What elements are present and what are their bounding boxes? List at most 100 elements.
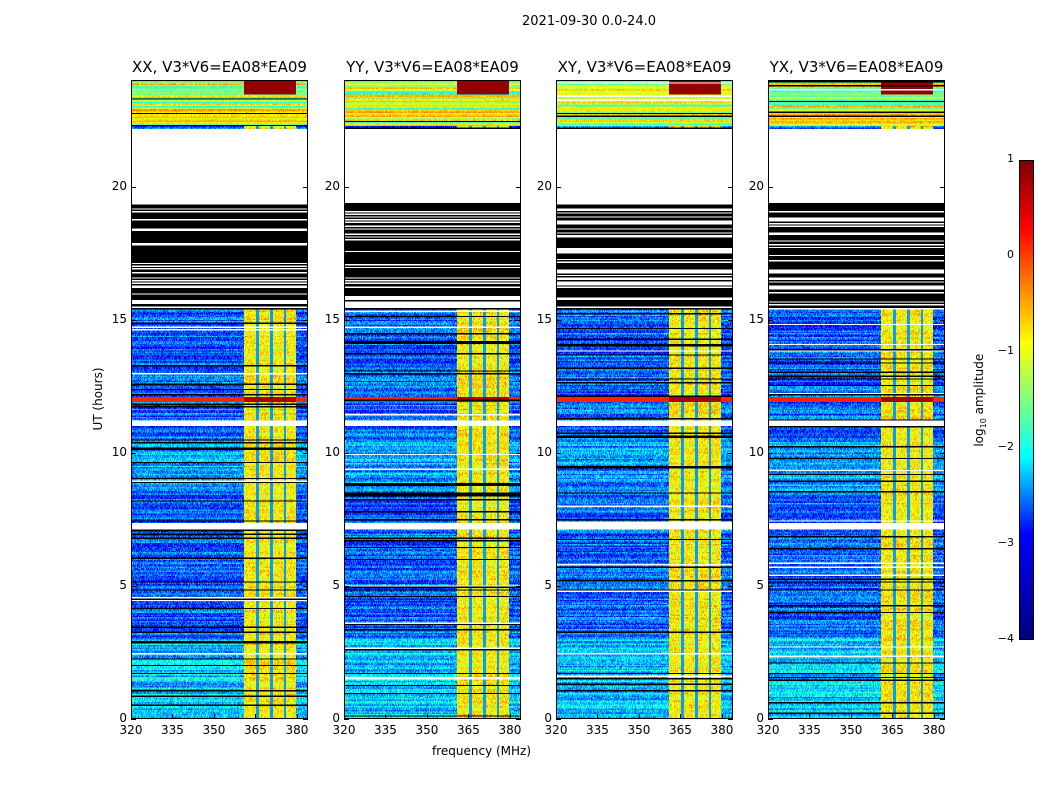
x-tick-label: 380 bbox=[498, 723, 522, 737]
y-tick-mark bbox=[344, 585, 349, 587]
x-tick-label: 365 bbox=[244, 723, 267, 737]
y-tick-mark bbox=[303, 585, 308, 587]
y-tick-label: 5 bbox=[756, 577, 764, 592]
y-tick-mark bbox=[940, 186, 945, 188]
y-tick-label: 0 bbox=[756, 711, 764, 725]
x-tick-mark bbox=[344, 714, 345, 719]
x-tick-label: 320 bbox=[756, 723, 780, 737]
y-tick-label: 15 bbox=[536, 311, 552, 326]
x-tick-label: 365 bbox=[881, 723, 904, 737]
x-tick-label: 335 bbox=[798, 723, 821, 737]
y-tick-mark bbox=[940, 585, 945, 587]
y-tick-label: 10 bbox=[536, 444, 552, 459]
x-tick-label: 365 bbox=[457, 723, 480, 737]
y-tick-mark bbox=[303, 319, 308, 321]
x-tick-mark bbox=[597, 714, 599, 719]
heatmap-canvas bbox=[557, 81, 732, 718]
x-tick-mark bbox=[768, 714, 769, 719]
y-tick-mark bbox=[344, 719, 349, 720]
y-tick-mark bbox=[768, 452, 773, 454]
y-tick-label: 15 bbox=[748, 311, 764, 326]
x-tick-mark bbox=[509, 714, 511, 719]
x-tick-mark bbox=[426, 714, 428, 719]
x-tick-label: 380 bbox=[922, 723, 946, 737]
y-tick-mark bbox=[516, 585, 521, 587]
colorbar-tick-label: −4 bbox=[997, 632, 1014, 645]
x-tick-mark bbox=[933, 714, 935, 719]
y-tick-mark bbox=[728, 452, 733, 454]
y-tick-label: 10 bbox=[111, 444, 127, 459]
x-tick-mark bbox=[556, 714, 557, 719]
y-tick-mark bbox=[728, 585, 733, 587]
x-tick-mark bbox=[255, 714, 257, 719]
x-tick-label: 320 bbox=[544, 723, 568, 737]
y-tick-mark bbox=[556, 186, 561, 188]
y-tick-label: 10 bbox=[324, 444, 340, 459]
y-tick-mark bbox=[131, 319, 136, 321]
y-tick-mark bbox=[344, 186, 349, 188]
x-tick-mark bbox=[385, 714, 387, 719]
x-tick-label: 365 bbox=[669, 723, 692, 737]
y-tick-mark bbox=[516, 186, 521, 188]
y-tick-label: 20 bbox=[324, 178, 340, 193]
colorbar-tick-label: 0 bbox=[1007, 248, 1014, 261]
y-tick-mark bbox=[768, 319, 773, 321]
x-tick-mark bbox=[131, 714, 132, 719]
y-tick-mark bbox=[768, 719, 773, 720]
colorbar-label: log10 amplitude bbox=[971, 353, 989, 447]
y-tick-mark bbox=[940, 452, 945, 454]
x-tick-label: 335 bbox=[161, 723, 184, 737]
y-tick-mark bbox=[556, 319, 561, 321]
y-tick-mark bbox=[728, 186, 733, 188]
y-tick-label: 20 bbox=[748, 178, 764, 193]
colorbar-tick-label: −2 bbox=[997, 440, 1014, 453]
panel-title: XY, V3*V6=EA08*EA09 bbox=[557, 58, 732, 76]
spectrogram-panel bbox=[131, 80, 308, 719]
spectrogram-panel bbox=[768, 80, 945, 719]
y-tick-mark bbox=[131, 186, 136, 188]
y-tick-label: 20 bbox=[111, 178, 127, 193]
colorbar bbox=[1019, 160, 1034, 640]
x-tick-label: 380 bbox=[285, 723, 309, 737]
x-tick-mark bbox=[638, 714, 640, 719]
x-tick-mark bbox=[721, 714, 723, 719]
y-tick-mark bbox=[516, 719, 521, 720]
y-tick-mark bbox=[344, 319, 349, 321]
y-tick-label: 0 bbox=[119, 711, 127, 725]
y-tick-mark bbox=[728, 719, 733, 720]
x-axis-label: frequency (MHz) bbox=[432, 744, 532, 758]
y-tick-label: 0 bbox=[332, 711, 340, 725]
heatmap-canvas bbox=[345, 81, 520, 718]
y-tick-mark bbox=[344, 452, 349, 454]
x-tick-label: 335 bbox=[586, 723, 609, 737]
y-tick-mark bbox=[940, 719, 945, 720]
x-tick-label: 350 bbox=[415, 723, 439, 737]
spectrogram-panel bbox=[344, 80, 521, 719]
y-tick-mark bbox=[303, 452, 308, 454]
y-tick-mark bbox=[303, 719, 308, 720]
colorbar-tick-label: −1 bbox=[997, 344, 1014, 357]
spectrogram-panel bbox=[556, 80, 733, 719]
y-tick-label: 15 bbox=[324, 311, 340, 326]
x-tick-mark bbox=[296, 714, 298, 719]
heatmap-canvas bbox=[769, 81, 944, 718]
figure-suptitle: 2021-09-30 0.0-24.0 bbox=[522, 14, 656, 29]
y-tick-mark bbox=[940, 319, 945, 321]
colorbar-tick-label: 1 bbox=[1007, 152, 1014, 165]
x-tick-label: 320 bbox=[332, 723, 356, 737]
y-tick-mark bbox=[556, 452, 561, 454]
x-tick-mark bbox=[468, 714, 470, 719]
x-tick-mark bbox=[213, 714, 215, 719]
x-tick-label: 350 bbox=[627, 723, 651, 737]
heatmap-canvas bbox=[132, 81, 307, 718]
panel-title: YY, V3*V6=EA08*EA09 bbox=[346, 58, 519, 76]
y-tick-label: 5 bbox=[332, 577, 340, 592]
x-tick-label: 380 bbox=[710, 723, 734, 737]
x-tick-label: 350 bbox=[839, 723, 863, 737]
y-axis-label: UT (hours) bbox=[91, 367, 105, 431]
x-tick-mark bbox=[892, 714, 894, 719]
panel-title: YX, V3*V6=EA08*EA09 bbox=[769, 58, 944, 76]
y-tick-mark bbox=[131, 452, 136, 454]
x-tick-mark bbox=[172, 714, 174, 719]
